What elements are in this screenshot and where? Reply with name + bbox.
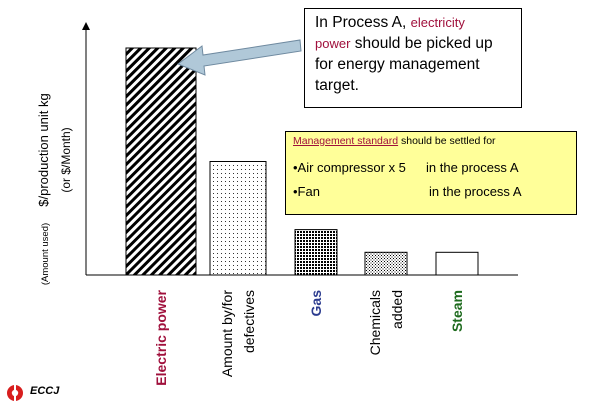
y-axis-arrowhead (82, 22, 90, 30)
standard-title: Management standard should be settled fo… (293, 135, 569, 147)
standard-location: in the process A (426, 160, 519, 175)
x-tick-label-gas: Gas (308, 290, 324, 317)
callout-box: In Process A, electricity power should be… (304, 8, 522, 108)
standard-row: •Air compressor x 5 in the process A (293, 157, 569, 179)
bar-defectives (209, 161, 267, 276)
y-axis-label: $/production unit kg (36, 93, 51, 206)
x-tick-label-electric-power: Electric power (153, 289, 169, 385)
standard-row: •Fan in the process A (293, 181, 569, 203)
standard-title-rest: should be settled for (398, 135, 496, 147)
callout-highlight-electricity: electricity (410, 15, 465, 30)
x-tick-label-steam: Steam (449, 290, 465, 332)
y-axis-label-secondary: (or $/Month) (59, 127, 73, 192)
eccj-logo-icon (7, 385, 23, 401)
x-tick-label-defectives: Amount by/for (219, 290, 235, 377)
bar-chemicals (364, 251, 408, 276)
callout-arrow (176, 39, 302, 76)
management-standard-box: Management standard should be settled fo… (285, 131, 577, 215)
standard-title-underlined: Management standard (293, 135, 399, 147)
callout-text-post: should be picked up for energy managemen… (315, 35, 493, 94)
x-tick-label-chemicals: added (389, 290, 405, 329)
callout-text-pre: In Process A, (315, 14, 411, 31)
standard-item: •Air compressor x 5 (293, 160, 406, 175)
standard-location: in the process A (429, 184, 522, 199)
x-tick-label-chemicals: Chemicals (367, 290, 383, 355)
x-tick-label-defectives: defectives (241, 290, 257, 353)
bar-gas (294, 229, 338, 276)
eccj-logo-text: ECCJ (30, 385, 60, 397)
y-axis-note: (Amount used) (40, 223, 51, 285)
callout-highlight-power: power (315, 36, 351, 51)
bar-electric-power (125, 47, 197, 276)
bar-steam (435, 251, 479, 276)
standard-item: •Fan (293, 184, 320, 199)
